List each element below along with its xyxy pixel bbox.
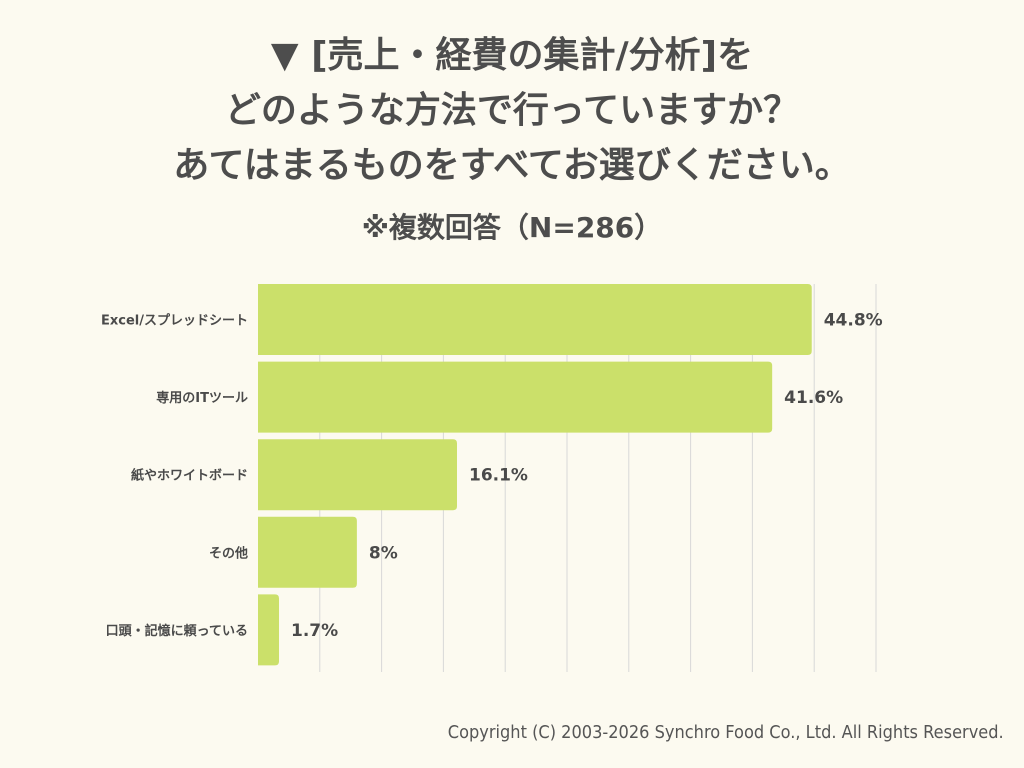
bar: [258, 439, 457, 511]
category-label: その他: [209, 545, 248, 561]
title-line-3: あてはまるものをすべてお選びください。: [173, 145, 851, 186]
bar: [258, 516, 357, 588]
copyright-footer: Copyright (C) 2003-2026 Synchro Food Co.…: [448, 722, 1004, 743]
value-label: 41.6%: [784, 388, 843, 408]
value-label: 16.1%: [469, 466, 528, 486]
category-label: 専用のITツール: [156, 390, 248, 406]
value-label: 1.7%: [291, 621, 338, 641]
value-label: 44.8%: [824, 311, 883, 331]
value-label: 8%: [369, 543, 398, 563]
bar: [258, 284, 812, 355]
category-label: 口頭・記憶に頼っている: [106, 623, 248, 639]
title-line-2: どのような方法で行っていますか？: [224, 90, 800, 131]
title-line-1: ▼ [売上・経費の集計/分析]を: [270, 35, 754, 76]
bar: [258, 594, 280, 666]
category-label: 紙やホワイトボード: [131, 468, 248, 484]
bar: [258, 361, 773, 433]
chart-title: ▼ [売上・経費の集計/分析]を どのような方法で行っていますか？ あてはまるも…: [0, 28, 1024, 193]
category-label: Excel/スプレッドシート: [101, 314, 248, 329]
chart-subtitle: ※複数回答（N=286）: [361, 211, 663, 244]
